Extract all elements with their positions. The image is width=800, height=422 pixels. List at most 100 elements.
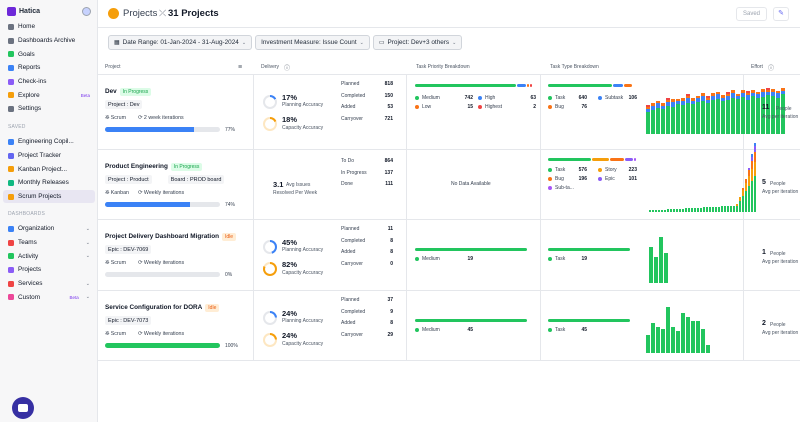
trend-segment [656,327,660,353]
filter-investment-measure[interactable]: Investment Measure: Issue Count ⌄ [255,35,370,50]
type-legend-item: Story [598,167,617,173]
priority-bar-segment [526,84,529,87]
dashboard-icon [8,138,14,145]
stat-value: 111 [385,181,393,187]
column-divider [406,220,407,290]
project-name[interactable]: Dev In Progress [105,88,152,96]
project-name[interactable]: Service Configuration for DORA Idle [105,304,220,312]
type-bar-segment [548,84,612,87]
cadence-label: ⟳ Weekly iterations [138,331,185,337]
sidebar-item-goals[interactable]: Goals [0,47,98,61]
trend-column [706,207,708,212]
column-divider [540,291,541,360]
trend-segment [736,204,738,206]
sidebar-item-engineering-copil[interactable]: Engineering Copil... [0,135,98,149]
effort-unit: People [770,322,786,328]
chevron-down-icon[interactable]: ⌄ [85,253,90,260]
saved-button[interactable]: Saved [736,7,767,21]
sidebar-item-custom[interactable]: Custom Beta ⌄ [0,290,98,304]
sidebar-item-home[interactable]: Home [0,20,98,34]
user-avatar[interactable] [82,7,91,16]
trend-segment [706,96,710,98]
stat-label: Planned [341,297,360,303]
project-title: Service Configuration for DORA [105,304,203,311]
project-name[interactable]: Project Delivery Dashboard Migration Idle [105,233,237,241]
sidebar-item-dashboards-archive[interactable]: Dashboards Archive [0,34,98,48]
sidebar-item-projects[interactable]: Projects [0,263,98,277]
status-badge: In Progress [119,88,152,96]
sidebar-item-label: Kanban Project... [18,165,68,173]
dashboard-icon [8,193,14,200]
filter-project[interactable]: ▭ Project: Dev+3 others ⌄ [372,35,463,50]
trend-segment [686,317,690,353]
brand-logo[interactable]: Hatica [7,7,40,16]
filter-label: Project: Dev+3 others [387,39,450,46]
progress-bar [105,202,220,207]
sidebar-item-project-tracker[interactable]: Project Tracker [0,149,98,163]
trend-segment [646,107,650,109]
priority-bar-segment [529,84,532,87]
trend-segment [676,209,678,212]
checkins-icon [8,78,14,85]
trend-segment [739,201,741,212]
sidebar-item-services[interactable]: Services ⌄ [0,277,98,291]
progress-fill [105,343,220,348]
legend-label: High [485,95,496,101]
sidebar-item-monthly-releases[interactable]: Monthly Releases [0,176,98,190]
legend-value: 19 [581,256,587,262]
trend-segment [746,93,750,95]
sidebar-item-activity[interactable]: Activity ⌄ [0,249,98,263]
trend-segment [656,108,660,134]
stat-label: Carryover [341,331,363,338]
trend-column [681,313,685,353]
legend-label: Task [555,95,566,101]
sidebar-item-check-ins[interactable]: Check-ins [0,75,98,89]
table-row[interactable]: Dev In Progress Project : Dev ⛯ Scrum ⟳ 2 we… [98,75,800,150]
sidebar-item-settings[interactable]: Settings [0,102,98,116]
planning-accuracy-label: Planning Accuracy [282,318,324,324]
chevron-down-icon[interactable]: ⌄ [85,225,90,232]
chevron-down-icon[interactable]: ⌄ [85,239,90,246]
sidebar-item-teams[interactable]: Teams ⌄ [0,236,98,250]
project-tag: Board : PROD board [167,175,225,184]
info-icon[interactable]: ⓘ [284,66,291,72]
table-row[interactable]: Project Delivery Dashboard Migration Idle… [98,220,800,291]
progress-percent: 77% [225,127,236,133]
sidebar-item-explore[interactable]: Explore Beta [0,88,98,102]
trend-segment [667,209,669,212]
trend-segment [671,327,675,353]
trend-segment [658,210,660,212]
legend-dot [415,257,419,261]
info-icon[interactable]: ⓘ [768,66,775,72]
chevron-down-icon[interactable]: ⌄ [85,294,90,301]
trend-column [664,210,666,212]
trend-segment [733,206,735,212]
legend-value: 45 [581,327,587,333]
legend-dot [548,186,552,190]
trend-segment [666,100,670,102]
table-header: Project ≡ Delivery ⓘ Task Priority Break… [98,58,800,75]
trend-segment [756,92,760,94]
trend-column [649,210,651,212]
table-row[interactable]: Service Configuration for DORA Idle Epic :… [98,291,800,361]
sidebar-item-kanban-project[interactable]: Kanban Project... [0,162,98,176]
trend-segment [748,186,750,212]
trend-column [666,98,670,134]
project-name[interactable]: Product Engineering In Progress [105,163,203,171]
trend-column [691,321,695,353]
edit-button[interactable]: ✎ [773,7,789,21]
trend-column [756,92,760,134]
sidebar-item-reports[interactable]: Reports [0,61,98,75]
filter-date-range[interactable]: ▦ Date Range: 01-Jan-2024 - 31-Aug-2024 ⌄ [108,35,253,50]
trend-column [659,237,663,283]
column-menu-icon[interactable]: ≡ [238,64,243,71]
sidebar-item-organization[interactable]: Organization ⌄ [0,222,98,236]
sidebar-item-scrum-projects[interactable]: Scrum Projects [3,189,95,204]
chevron-down-icon[interactable]: ⌄ [85,280,90,287]
table-row[interactable]: Product Engineering In Progress Project : … [98,143,800,220]
trend-segment [736,206,738,212]
effort-unit: People [770,181,786,187]
legend-dot [548,257,552,261]
chat-launcher-button[interactable] [12,397,34,419]
